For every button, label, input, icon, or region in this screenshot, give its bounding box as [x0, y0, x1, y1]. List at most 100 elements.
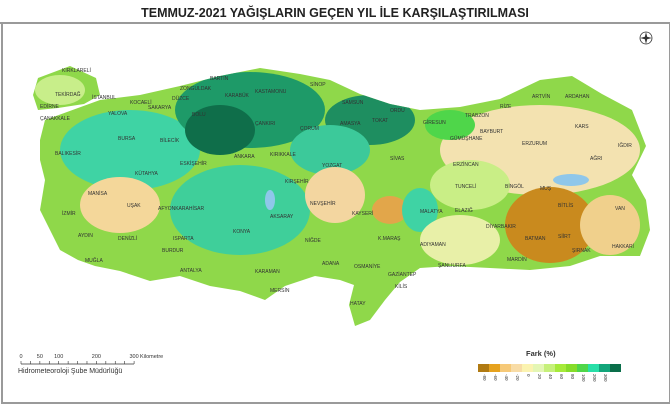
legend-label: 60	[559, 374, 564, 380]
city-label: KÜTAHYA	[135, 170, 159, 177]
scale-unit: Kilometre	[140, 354, 163, 360]
city-label: ZONGULDAK	[180, 86, 212, 92]
legend-label: -20	[515, 374, 520, 381]
scale-tick-label: 300	[130, 354, 139, 360]
city-label: İZMİR	[62, 210, 76, 217]
city-label: BİLECİK	[160, 137, 180, 144]
city-label: TRABZON	[465, 113, 489, 119]
city-label: İSTANBUL	[92, 94, 116, 101]
city-label: BURSA	[118, 136, 136, 142]
city-label: EDİRNE	[40, 103, 60, 110]
city-label: ESKİŞEHİR	[180, 160, 207, 167]
city-label: ŞIRNAK	[572, 248, 591, 254]
city-label: AĞRI	[590, 155, 602, 162]
city-label: HATAY	[350, 301, 366, 307]
city-label: GAZİANTEP	[388, 271, 417, 278]
city-label: NEVŞEHİR	[310, 200, 336, 207]
city-label: MALATYA	[420, 209, 443, 215]
legend-label: 0	[526, 374, 531, 377]
city-label: BURDUR	[162, 248, 184, 254]
legend-label: 300	[603, 374, 608, 382]
city-label: ADANA	[322, 261, 340, 267]
city-label: MERSİN	[270, 287, 290, 294]
scale-tick-label: 50	[37, 354, 43, 360]
city-label: BALIKESİR	[55, 150, 81, 157]
city-label: DENİZLİ	[118, 235, 137, 242]
city-label: ŞANLIURFA	[438, 263, 466, 269]
city-label: ANTALYA	[180, 268, 202, 274]
legend-label: 20	[537, 374, 542, 380]
legend-swatch	[610, 364, 621, 372]
city-label: ÇANAKKALE	[40, 116, 71, 122]
legend-swatch	[511, 364, 522, 372]
city-label: ARTVİN	[532, 93, 551, 100]
city-label: UŞAK	[127, 203, 141, 209]
city-label: AMASYA	[340, 121, 361, 127]
legend-label: 200	[592, 374, 597, 382]
city-label: RİZE	[500, 103, 512, 110]
legend-swatch	[588, 364, 599, 372]
city-label: MUŞ	[540, 186, 552, 192]
legend-swatch	[489, 364, 500, 372]
lake-van	[553, 174, 589, 186]
title-divider	[0, 22, 670, 24]
legend-label: 80	[570, 374, 575, 380]
city-label: TUNCELİ	[455, 183, 476, 190]
city-label: VAN	[615, 206, 625, 212]
city-label: KIRŞEHİR	[285, 178, 309, 185]
city-label: BİNGÖL	[505, 183, 524, 190]
city-label: KIRIKKALE	[270, 152, 297, 158]
city-label: SAMSUN	[342, 100, 364, 106]
city-label: OSMANİYE	[354, 263, 381, 270]
city-label: ADIYAMAN	[420, 242, 446, 248]
city-label: BAYBURT	[480, 129, 503, 135]
scale-tick-label: 0	[19, 354, 22, 360]
city-label: ISPARTA	[173, 236, 194, 242]
city-label: ÇORUM	[300, 126, 319, 132]
city-label: KARS	[575, 124, 589, 130]
city-label: MUĞLA	[85, 257, 103, 264]
city-label: ANKARA	[234, 154, 255, 160]
legend-title: Fark (%)	[526, 349, 556, 358]
city-label: ERZURUM	[522, 141, 547, 147]
city-label: AFYONKARAHİSAR	[158, 205, 205, 212]
city-label: BİTLİS	[558, 202, 574, 209]
city-label: ORDU	[390, 108, 405, 114]
city-label: KASTAMONU	[255, 89, 287, 95]
city-label: SİNOP	[310, 81, 326, 88]
city-label: YALOVA	[108, 111, 128, 117]
city-label: DÜZCE	[172, 95, 190, 102]
legend-swatch	[599, 364, 610, 372]
city-label: BOLU	[192, 112, 206, 118]
legend-label: 40	[548, 374, 553, 380]
legend-swatch	[533, 364, 544, 372]
credit-text: Hidrometeoroloji Şube Müdürlüğü	[18, 368, 123, 375]
north-arrow-icon	[639, 31, 653, 45]
city-label: GÜMÜŞHANE	[450, 135, 483, 142]
city-label: YOZGAT	[322, 163, 342, 169]
map-title: TEMMUZ-2021 YAĞIŞLARIN GEÇEN YIL İLE KAR…	[141, 6, 529, 20]
lake-tuz	[265, 190, 275, 210]
city-label: MANİSA	[88, 190, 108, 197]
city-label: BARTIN	[210, 76, 229, 82]
city-label: AYDIN	[78, 233, 93, 239]
legend-label: -60	[493, 374, 498, 381]
precipitation-difference-surface	[33, 66, 650, 326]
city-label: ELAZIĞ	[455, 207, 473, 214]
city-label: ARDAHAN	[565, 94, 590, 100]
legend-swatch	[478, 364, 489, 372]
city-label: ÇANKIRI	[255, 121, 275, 127]
city-label: K.MARAŞ	[378, 236, 401, 242]
city-label: KARAMAN	[255, 269, 280, 275]
city-label: BATMAN	[525, 236, 546, 242]
city-label: KAYSERİ	[352, 210, 373, 217]
city-label: KIRKLARELİ	[62, 67, 91, 74]
scale-tick-label: 200	[92, 354, 101, 360]
legend-swatch	[577, 364, 588, 372]
city-label: KİLİS	[395, 283, 408, 290]
city-label: DİYARBAKIR	[486, 223, 516, 230]
city-label: SİVAS	[390, 155, 405, 162]
city-label: AKSARAY	[270, 214, 294, 220]
